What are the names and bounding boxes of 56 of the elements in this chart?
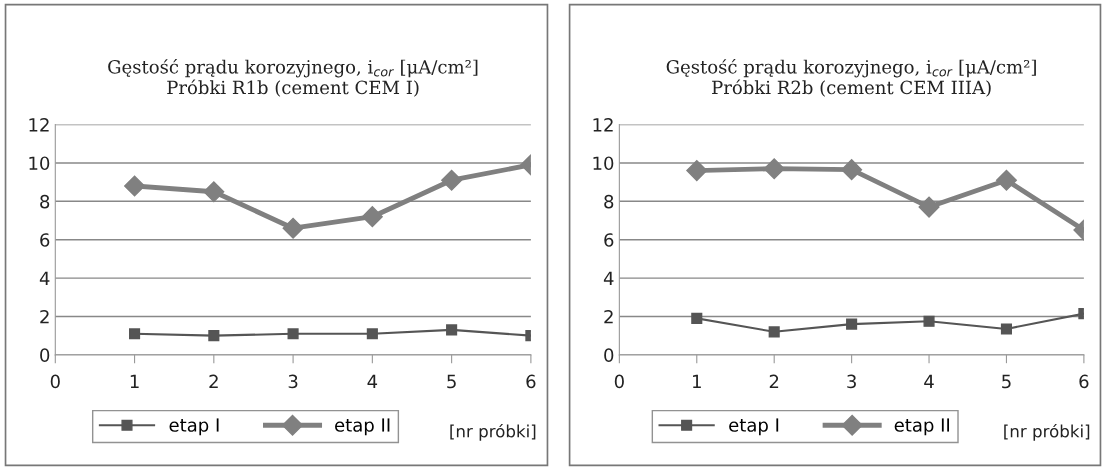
legend-label: etap I [729, 418, 779, 436]
legend-label: etap II [335, 418, 390, 436]
point [846, 318, 858, 330]
x-tick-label: 6 [526, 374, 536, 389]
x-tick-label: 0 [50, 374, 60, 389]
point [995, 169, 1017, 191]
y-tick-label: 12 [29, 118, 49, 132]
point [446, 324, 458, 336]
point [841, 159, 863, 181]
point [129, 328, 141, 340]
x-tick-label: 6 [1079, 374, 1089, 389]
x-tick-label: 1 [130, 374, 139, 389]
y-tick-label: 2 [604, 309, 613, 324]
y-tick-label: 8 [40, 194, 50, 209]
x-axis-title: [nr próbki] [1004, 423, 1090, 441]
point [923, 315, 935, 327]
point [203, 181, 225, 203]
y-tick-label: 6 [604, 233, 614, 247]
chart-title: Gęstość prądu korozyjnego, i$_{cor}$ [μA/cm²] Próbki R1b (cement CEM I) [108, 58, 478, 97]
legend-label: etap I [169, 418, 219, 436]
point [918, 196, 940, 218]
point [686, 160, 708, 182]
y-tick-label: 12 [593, 118, 613, 132]
x-tick-label: 1 [693, 374, 701, 389]
point [768, 326, 780, 338]
point [282, 217, 304, 239]
x-axis-title: [nr próbki] [450, 423, 536, 441]
x-tick-label: 2 [769, 374, 779, 389]
point [287, 328, 299, 340]
y-tick-label: 10 [29, 156, 50, 171]
y-tick-label: 0 [40, 348, 50, 362]
point [441, 169, 463, 191]
point [691, 312, 703, 324]
x-tick-label: 3 [288, 374, 298, 389]
point [366, 328, 378, 340]
x-tick-label: 5 [447, 374, 456, 389]
x-tick-label: 3 [847, 374, 856, 389]
y-tick-label: 4 [39, 271, 50, 285]
x-tick-label: 4 [924, 374, 934, 389]
point [361, 206, 383, 228]
y-tick-label: 0 [604, 348, 614, 362]
y-tick-label: 4 [603, 271, 614, 285]
point [1000, 323, 1013, 335]
chart-title: Gęstość prądu korozyjnego, i$_{cor}$ [μA/cm²] Próbki R2b (cement CEM IIIA) [666, 58, 1036, 97]
point [124, 175, 146, 197]
y-tick-label: 6 [40, 233, 50, 247]
point [763, 158, 785, 180]
point [208, 330, 220, 342]
y-tick-label: 10 [593, 156, 614, 171]
y-tick-label: 8 [604, 194, 614, 209]
legend-label: etap II [894, 418, 950, 436]
y-tick-label: 2 [40, 309, 49, 324]
x-tick-label: 4 [367, 374, 378, 389]
x-tick-label: 5 [1002, 374, 1011, 389]
x-tick-label: 2 [209, 374, 218, 389]
x-tick-label: 0 [614, 374, 624, 389]
